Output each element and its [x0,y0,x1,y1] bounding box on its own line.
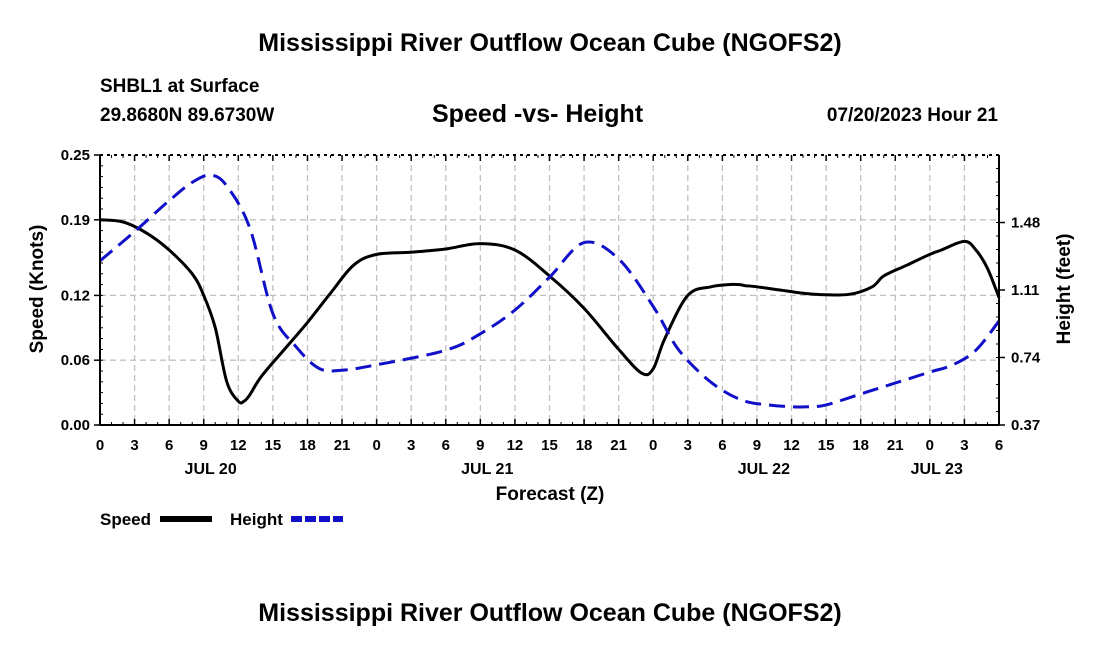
y2-tick-label: 0.74 [1011,350,1041,367]
x-tick-label: 3 [960,437,968,454]
station-label: SHBL1 at Surface [100,76,260,97]
x-tick-label: 9 [200,437,208,454]
legend-height-label: Height [230,510,283,529]
x-tick-label: 3 [684,437,692,454]
x-tick-label: 6 [442,437,450,454]
footer-title: Mississippi River Outflow Ocean Cube (NG… [258,599,842,627]
y-tick-label: 0.19 [61,212,90,229]
x-date-label: JUL 23 [911,461,963,478]
x-date-label: JUL 22 [738,461,790,478]
x-tick-label: 12 [230,437,247,454]
x-tick-label: 15 [265,437,282,454]
x-tick-label: 0 [649,437,657,454]
x-tick-label: 18 [576,437,593,454]
x-tick-label: 0 [926,437,934,454]
x-tick-label: 12 [783,437,800,454]
x-tick-label: 21 [334,437,351,454]
legend-speed-swatch [160,516,212,522]
x-axis-title: Forecast (Z) [496,484,605,505]
y-axis-title: Speed (Knots) [27,225,48,354]
x-tick-label: 6 [995,437,1003,454]
y-tick-label: 0.12 [61,287,90,304]
x-tick-label: 6 [165,437,173,454]
location-label: 29.8680N 89.6730W [100,105,275,126]
series-height-line [99,173,1001,409]
y-tick-label: 0.25 [61,147,90,164]
chart-subtitle: Speed -vs- Height [432,100,644,128]
legend-height-swatch [291,516,343,522]
x-tick-label: 21 [610,437,627,454]
run-time-label: 07/20/2023 Hour 21 [826,105,998,126]
y-tick-label: 0.00 [61,417,90,434]
y2-tick-label: 0.37 [1011,417,1040,434]
page-title: Mississippi River Outflow Ocean Cube (NG… [258,29,842,57]
x-tick-label: 15 [541,437,558,454]
x-tick-label: 6 [718,437,726,454]
x-tick-label: 21 [887,437,904,454]
x-tick-label: 3 [407,437,415,454]
y2-tick-label: 1.11 [1011,282,1039,299]
x-date-label: JUL 21 [461,461,513,478]
x-tick-label: 18 [299,437,316,454]
x-tick-label: 18 [852,437,869,454]
x-tick-label: 9 [753,437,761,454]
legend-speed-label: Speed [100,510,152,529]
x-tick-label: 15 [818,437,835,454]
x-tick-label: 9 [476,437,484,454]
series-speed-line [99,218,1001,405]
x-date-label: JUL 20 [185,461,237,478]
x-tick-label: 0 [96,437,104,454]
y-tick-label: 0.06 [61,352,90,369]
x-tick-label: 3 [130,437,138,454]
y2-tick-label: 1.48 [1011,215,1040,232]
x-tick-label: 12 [507,437,524,454]
x-tick-label: 0 [372,437,380,454]
y2-axis-title: Height (feet) [1054,234,1075,345]
